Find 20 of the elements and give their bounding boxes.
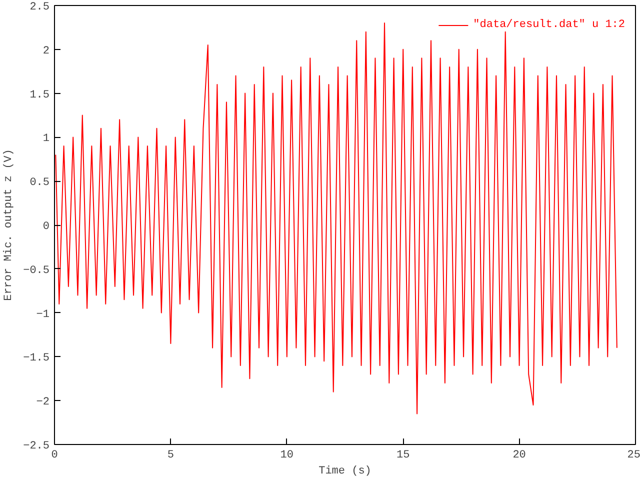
x-tick-label: 25 <box>627 450 640 462</box>
y-tick-label: 0.5 <box>30 177 50 190</box>
x-tick-label: 10 <box>280 450 294 462</box>
x-tick-label: 15 <box>396 450 410 462</box>
x-tick-label: 5 <box>167 450 174 462</box>
x-tick-label: 20 <box>512 450 526 462</box>
legend-label: "data/result.dat" u 1:2 <box>473 19 625 31</box>
y-tick-label: −0.5 <box>23 264 50 277</box>
y-tick-label: −2 <box>36 396 50 409</box>
y-axis-title: Error Mic. output z (V) <box>3 149 16 301</box>
y-tick-label: 0 <box>42 221 50 233</box>
y-tick-label: −2.5 <box>23 440 50 452</box>
y-tick-label: −1 <box>36 308 50 321</box>
y-tick-label: 1.5 <box>30 89 50 102</box>
y-tick-label: 2 <box>42 45 50 58</box>
y-tick-label: 1 <box>42 133 50 146</box>
y-tick-label: 2.5 <box>30 2 50 14</box>
y-tick-label: −1.5 <box>23 352 50 365</box>
x-axis-title: Time (s) <box>318 466 372 478</box>
x-tick-label: 0 <box>51 450 58 462</box>
